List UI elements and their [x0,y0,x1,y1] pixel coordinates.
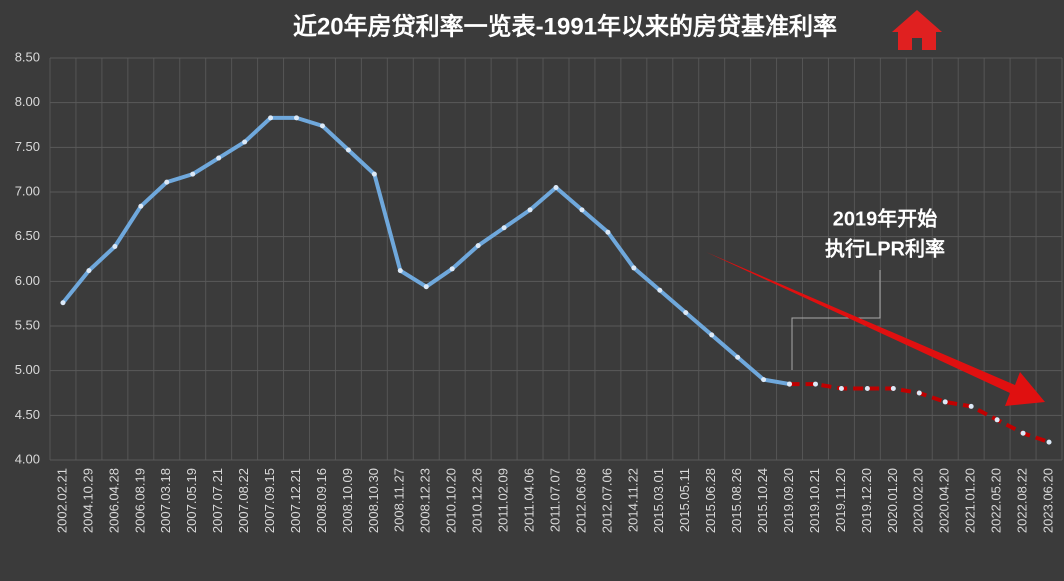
x-tick-label: 2011.02.09 [496,468,511,532]
point [475,243,481,249]
x-tick-label: 2011.04.06 [521,468,536,532]
x-tick-label: 2012.06.08 [573,468,588,533]
point [371,171,377,177]
x-tick-label: 2007.08.22 [236,468,251,533]
x-tick-label: 2008.09.16 [314,468,329,533]
point [268,115,274,121]
point [449,266,455,272]
x-tick-label: 2010.12.26 [470,468,485,533]
point [864,386,870,392]
point [735,354,741,360]
x-tick-label: 2015.10.24 [755,468,770,533]
x-tick-label: 2015.08.26 [729,468,744,533]
point [294,115,300,121]
point [968,403,974,409]
point [423,284,429,290]
y-tick-label: 6.00 [15,273,40,288]
point [319,123,325,129]
point [787,381,793,387]
point [527,207,533,213]
x-tick-label: 2006.08.19 [132,468,147,533]
point [501,225,507,231]
annotation: 2019年开始 [833,206,938,230]
chart-title: 近20年房贷利率一览表-1991年以来的房贷基准利率 [293,12,837,40]
y-tick-label: 7.50 [15,139,40,154]
x-tick-label: 2012.07.06 [599,468,614,533]
x-tick-label: 2019.11.20 [833,468,848,532]
point [890,386,896,392]
point [397,268,403,274]
x-tick-label: 2011.07.07 [547,468,562,532]
y-tick-label: 6.50 [15,228,40,243]
point [916,390,922,396]
point [242,139,248,145]
house-icon [892,10,942,50]
y-tick-label: 8.00 [15,94,40,109]
annotation: 执行LPR利率 [825,236,945,260]
x-tick-label: 2008.11.27 [392,468,407,532]
x-tick-label: 2004.10.29 [80,468,95,533]
point [579,207,585,213]
point [812,381,818,387]
y-tick-label: 8.50 [15,49,40,64]
point [553,185,559,191]
y-tick-label: 7.00 [15,183,40,198]
x-tick-label: 2007.12.21 [288,468,303,533]
x-tick-label: 2022.08.22 [1015,468,1030,533]
x-tick-label: 2007.03.18 [158,468,173,533]
point [942,399,948,405]
x-tick-label: 2020.02.20 [911,468,926,533]
x-tick-label: 2015.05.11 [677,468,692,532]
x-tick-label: 2023.06.20 [1040,468,1055,533]
point [838,386,844,392]
x-tick-label: 2002.02.21 [54,468,69,533]
point [709,332,715,338]
x-tick-label: 2007.05.19 [184,468,199,533]
x-tick-label: 2008.10.09 [340,468,355,533]
point [761,377,767,383]
trend-arrow [706,252,1045,406]
point [683,310,689,316]
x-tick-label: 2008.12.23 [418,468,433,533]
point [216,155,222,161]
x-tick-label: 2007.09.15 [262,468,277,533]
x-tick-label: 2010.10.20 [444,468,459,533]
x-tick-label: 2015.06.28 [703,468,718,533]
point [164,179,170,185]
point [86,268,92,274]
annotation-connector [791,270,881,370]
x-tick-label: 2008.10.30 [366,468,381,533]
x-tick-label: 2015.03.01 [651,468,666,533]
point [657,287,663,293]
x-tick-label: 2014.11.22 [625,468,640,532]
x-tick-label: 2021.01.20 [963,468,978,533]
point [631,265,637,271]
point [1046,439,1052,445]
x-tick-label: 2020.01.20 [885,468,900,533]
point [605,229,611,235]
point [994,417,1000,423]
y-tick-label: 4.50 [15,407,40,422]
x-tick-label: 2020.04.20 [937,468,952,533]
point [138,203,144,209]
point [60,300,66,306]
point [112,243,118,249]
x-tick-label: 2006.04.28 [106,468,121,533]
x-tick-label: 2007.07.21 [210,468,225,533]
point [345,147,351,153]
point [190,171,196,177]
x-tick-label: 2019.10.21 [807,468,822,533]
series-line [61,115,790,387]
y-tick-label: 5.00 [15,362,40,377]
y-tick-label: 4.00 [15,451,40,466]
x-tick-label: 2019.09.20 [781,468,796,533]
x-tick-label: 2019.12.20 [859,468,874,533]
point [1020,430,1026,436]
x-tick-label: 2022.05.20 [989,468,1004,533]
y-tick-label: 5.50 [15,317,40,332]
